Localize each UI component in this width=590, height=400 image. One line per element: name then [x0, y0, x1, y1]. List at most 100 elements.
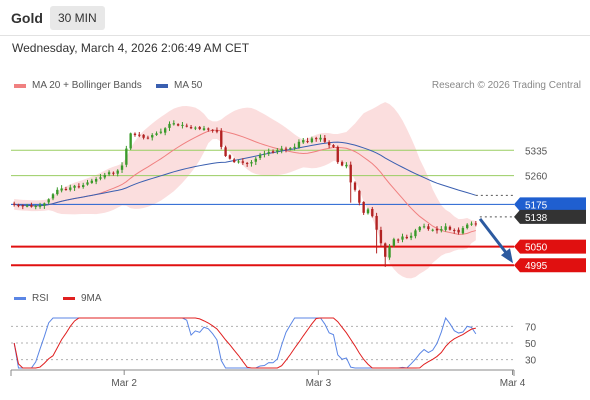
- candle-body: [474, 223, 478, 225]
- candle-body: [17, 205, 20, 207]
- candles-layer: [12, 120, 478, 267]
- level-label-5335: 5335: [525, 146, 548, 157]
- candle-body: [310, 138, 314, 143]
- candle-body: [82, 185, 85, 187]
- legend-bollinger: MA 20 + Bollinger Bands: [14, 80, 142, 91]
- x-tick-label: Mar 3: [306, 378, 332, 389]
- candle-body: [375, 215, 378, 230]
- candle-body: [358, 190, 361, 203]
- candle-body: [444, 226, 447, 230]
- projection-arrow-layer: [478, 217, 513, 264]
- rsi-panel: 70 50 30: [11, 316, 537, 369]
- candle-body: [362, 201, 365, 213]
- candle-body: [211, 129, 214, 131]
- candle-body: [73, 185, 76, 188]
- candle-body: [297, 141, 301, 148]
- level-label-5260: 5260: [525, 172, 548, 183]
- candle-body: [120, 165, 124, 170]
- candle-body: [189, 127, 193, 129]
- candle-body: [159, 131, 163, 133]
- level-label-5050: 5050: [525, 243, 548, 254]
- candle-body: [276, 150, 279, 152]
- candle-body: [34, 206, 37, 208]
- level-label-4995: 4995: [525, 261, 548, 272]
- candle-body: [245, 162, 249, 164]
- candle-body: [30, 205, 33, 207]
- candle-body: [336, 146, 339, 163]
- legend-label-bollinger: MA 20 + Bollinger Bands: [32, 80, 142, 91]
- candle-body: [233, 159, 236, 163]
- candle-body: [155, 133, 158, 135]
- candle-body: [224, 147, 227, 157]
- candle-body: [12, 203, 16, 205]
- rsi-tick-50: 50: [525, 339, 537, 350]
- projection-arrow-head: [501, 248, 513, 264]
- candle-body: [21, 205, 24, 207]
- candle-body: [289, 147, 292, 149]
- x-tick-label: Mar 2: [111, 378, 137, 389]
- candle-body: [254, 158, 257, 162]
- rsi-tick-30: 30: [525, 356, 537, 367]
- candle-body: [198, 127, 201, 129]
- candle-body: [163, 128, 167, 133]
- credit-text: Research © 2026 Trading Central: [431, 80, 581, 91]
- candle-body: [345, 164, 348, 167]
- candle-body: [435, 228, 439, 231]
- candle-body: [228, 155, 232, 159]
- candle-body: [440, 229, 443, 231]
- candle-body: [379, 229, 383, 244]
- candle-body: [284, 148, 288, 150]
- candle-body: [60, 188, 63, 191]
- candle-body: [38, 205, 42, 207]
- candle-body: [237, 161, 240, 163]
- candle-body: [353, 182, 357, 190]
- symbol-title: Gold: [11, 10, 43, 26]
- rsi-tick-70: 70: [525, 322, 537, 333]
- level-tag-4995: [514, 258, 586, 273]
- candle-body: [306, 141, 309, 143]
- candle-body: [69, 187, 72, 190]
- level-label-5138: 5138: [525, 213, 548, 224]
- candle-body: [453, 230, 456, 232]
- candle-body: [457, 229, 460, 233]
- candle-body: [271, 151, 275, 153]
- rsi-ma-line: [13, 317, 476, 369]
- candle-body: [168, 123, 171, 128]
- candle-body: [151, 135, 154, 138]
- level-tag-5050: [514, 239, 586, 254]
- candle-body: [43, 203, 46, 206]
- moving-average-layer: [14, 129, 514, 235]
- timeframe-button[interactable]: 30 MIN: [50, 6, 105, 30]
- candle-body: [202, 128, 206, 130]
- candle-body: [258, 154, 262, 158]
- candle-body: [64, 189, 68, 191]
- candle-body: [94, 179, 98, 182]
- legend-rsi-ma: 9MA: [63, 293, 102, 304]
- candle-body: [470, 223, 473, 225]
- x-tick-label: Mar 4: [500, 378, 526, 389]
- candle-body: [194, 127, 197, 129]
- candle-body: [176, 124, 180, 126]
- legend-rsi: RSI: [14, 293, 49, 304]
- level-tag-5138: [514, 209, 586, 224]
- candle-body: [263, 153, 266, 155]
- candle-body: [340, 162, 344, 166]
- candle-body: [112, 172, 115, 174]
- candle-body: [422, 226, 426, 228]
- candle-body: [51, 194, 55, 199]
- bollinger-band-layer: [14, 102, 476, 279]
- candle-body: [371, 208, 374, 217]
- ma50-line: [14, 141, 476, 207]
- candle-body: [418, 227, 421, 231]
- legend-swatch-ma50: [156, 83, 168, 88]
- candle-body: [293, 146, 296, 148]
- candle-body: [366, 209, 370, 214]
- candle-body: [133, 133, 137, 136]
- candle-body: [466, 224, 469, 229]
- candle-body: [392, 239, 396, 246]
- candle-body: [384, 243, 387, 257]
- candle-body: [427, 226, 430, 230]
- candle-body: [319, 137, 322, 140]
- candle-body: [47, 199, 50, 203]
